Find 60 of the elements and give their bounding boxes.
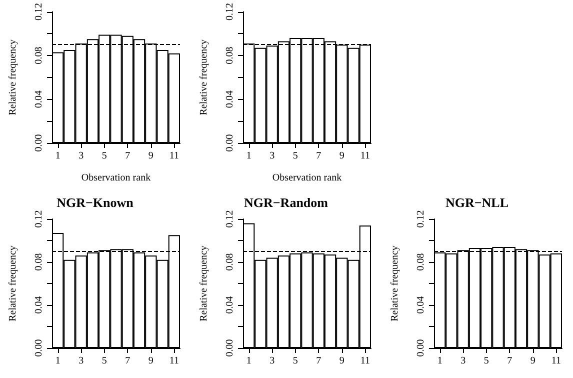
x-tick-label: 11	[169, 150, 179, 162]
x-tick-label: 11	[551, 356, 561, 366]
y-axis-title: Relative frequency	[8, 39, 18, 116]
x-tick-label: 9	[339, 150, 344, 162]
x-tick-label: 9	[148, 356, 154, 366]
y-axis-title: Relative frequency	[198, 39, 210, 116]
x-tick-label: 7	[316, 356, 322, 366]
x-tick-label: 7	[125, 356, 130, 366]
y-tick-label: 0.04	[34, 90, 44, 108]
x-tick-label: 9	[148, 150, 154, 162]
x-tick-label: 5	[102, 150, 107, 162]
y-tick-label: 0.08	[34, 253, 44, 271]
y-tick-label: 0.00	[224, 134, 236, 152]
x-tick-label: 11	[360, 356, 370, 366]
x-tick-label: 7	[125, 150, 130, 162]
x-tick-label: 5	[102, 356, 107, 366]
y-tick-label: 0.12	[224, 3, 236, 20]
y-tick-label: 0.08	[224, 46, 236, 64]
y-tick-label: 0.12	[224, 210, 236, 228]
y-tick-label: 0.04	[224, 90, 236, 108]
x-tick-label: 3	[270, 356, 275, 366]
chart-title: NGR−Random	[244, 195, 328, 210]
x-tick-label: 5	[484, 356, 489, 366]
y-tick-label: 0.00	[416, 339, 426, 357]
x-tick-label: 11	[360, 150, 370, 162]
y-tick-label: 0.08	[416, 253, 426, 271]
x-axis-title: Observation rank	[272, 172, 342, 184]
y-axis-title: Relative frequency	[8, 246, 18, 322]
y-tick-label: 0.00	[34, 134, 44, 152]
y-tick-label: 0.04	[34, 296, 44, 314]
x-tick-label: 11	[169, 356, 179, 366]
y-tick-label: 0.04	[224, 296, 236, 314]
y-tick-label: 0.04	[416, 296, 426, 314]
chart-title: NGR−NLL	[445, 195, 509, 210]
y-tick-label: 0.12	[34, 3, 44, 20]
x-tick-label: 1	[246, 356, 252, 366]
x-tick-label: 1	[437, 356, 442, 366]
y-axis-title: Relative frequency	[390, 246, 400, 322]
y-tick-label: 0.00	[224, 339, 236, 357]
y-axis-title: Relative frequency	[198, 246, 210, 322]
y-tick-label: 0.00	[34, 339, 44, 357]
x-tick-label: 1	[55, 356, 60, 366]
chart-title: NGR−Known	[56, 195, 134, 210]
x-tick-label: 5	[292, 150, 298, 162]
x-tick-label: 7	[507, 356, 512, 366]
x-tick-label: 3	[270, 150, 275, 162]
x-tick-label: 9	[530, 356, 536, 366]
y-tick-label: 0.12	[34, 210, 44, 228]
x-tick-label: 5	[292, 356, 298, 366]
x-tick-label: 3	[460, 356, 466, 366]
x-tick-label: 3	[78, 150, 84, 162]
x-tick-label: 3	[78, 356, 84, 366]
y-tick-label: 0.08	[34, 46, 44, 64]
x-axis-title: Observation rank	[81, 172, 151, 184]
y-tick-label: 0.08	[224, 253, 236, 271]
x-tick-label: 9	[339, 356, 344, 366]
x-tick-label: 1	[55, 150, 60, 162]
x-tick-label: 7	[316, 150, 322, 162]
x-tick-label: 1	[246, 150, 252, 162]
y-tick-label: 0.12	[416, 210, 426, 228]
